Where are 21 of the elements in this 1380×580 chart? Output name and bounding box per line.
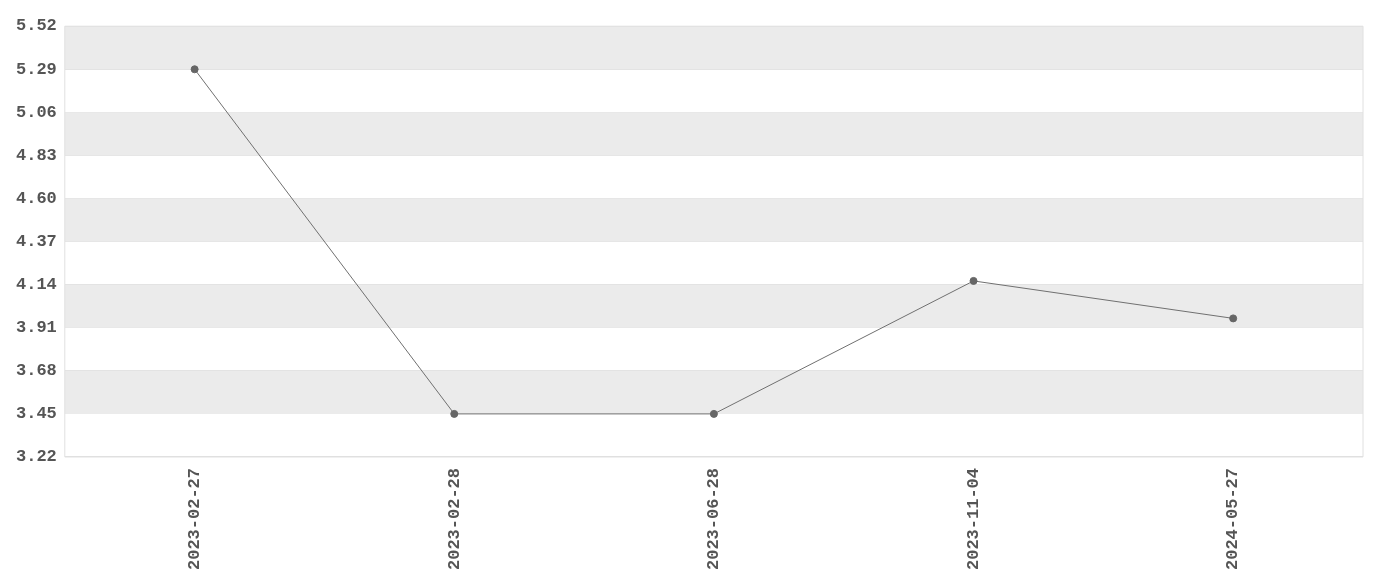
- y-tick-label: 5.29: [15, 59, 57, 79]
- point: [1229, 314, 1238, 323]
- y-tick-label: 3.22: [15, 447, 57, 467]
- y-tick-label: 4.83: [15, 145, 57, 165]
- point: [190, 65, 199, 74]
- y-tick-label: 3.45: [15, 404, 57, 424]
- point: [450, 409, 459, 418]
- y-tick-label: 4.14: [15, 274, 57, 294]
- y-tick-label: 5.52: [15, 16, 57, 36]
- y-tick-label: 4.37: [15, 231, 57, 251]
- point: [969, 276, 978, 285]
- point: [709, 409, 718, 418]
- y-tick-label: 3.91: [15, 318, 57, 338]
- y-tick-label: 5.06: [15, 102, 57, 122]
- x-tick-label: 2024-05-27: [1223, 467, 1243, 571]
- y-tick-label: 3.68: [15, 361, 57, 381]
- x-tick-label: 2023-11-04: [963, 467, 983, 571]
- y-tick-label: 4.60: [15, 188, 57, 208]
- x-tick-label: 2023-06-28: [704, 467, 724, 571]
- x-tick-label: 2023-02-27: [184, 467, 204, 571]
- x-tick-label: 2023-02-28: [444, 467, 464, 571]
